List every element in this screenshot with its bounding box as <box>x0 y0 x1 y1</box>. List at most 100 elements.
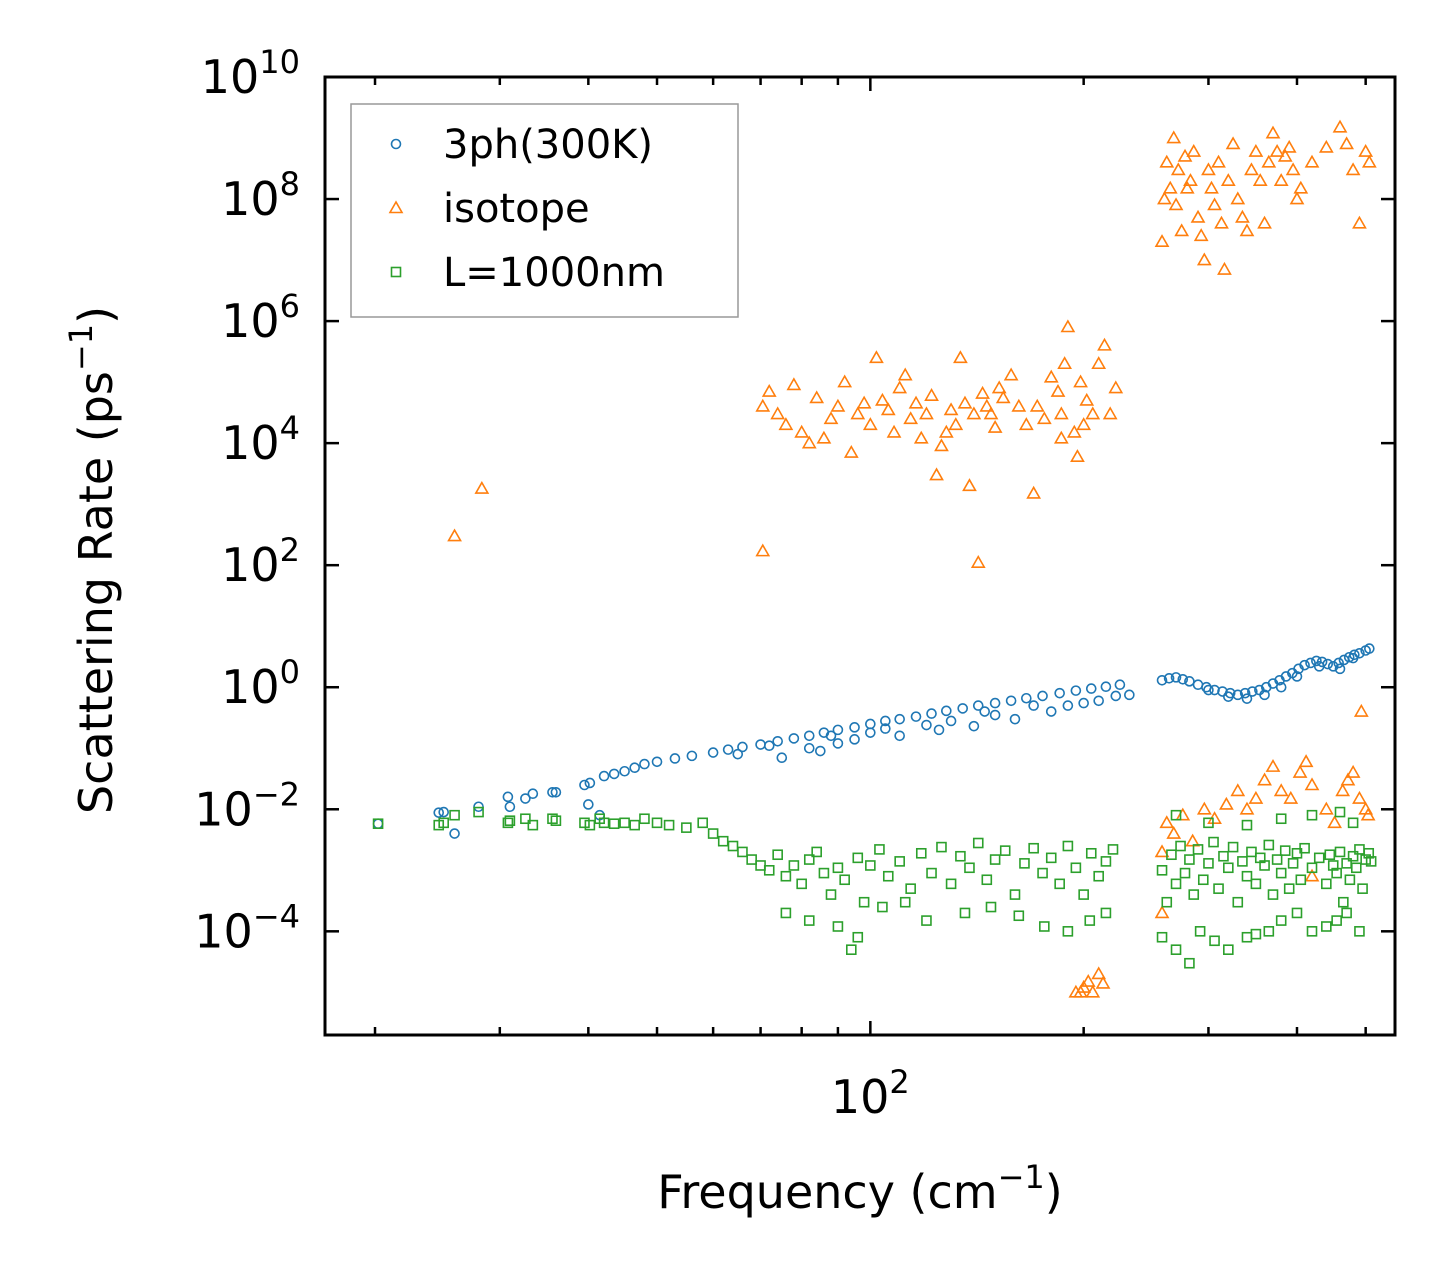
y-axis-title-sup: −1 <box>62 324 100 371</box>
data-point <box>1267 889 1279 900</box>
data-point <box>915 847 927 859</box>
data-point <box>1333 657 1344 669</box>
data-point <box>1161 896 1173 908</box>
data-point <box>707 747 719 758</box>
y-tick-label: 106 <box>221 287 300 348</box>
data-point <box>811 846 822 858</box>
data-point <box>1108 380 1124 394</box>
data-point <box>1211 154 1226 168</box>
data-point <box>1091 966 1107 980</box>
legend-entry: L=1000nm <box>390 250 665 296</box>
data-point <box>1361 154 1377 168</box>
data-point <box>1223 944 1234 955</box>
data-point <box>886 424 902 438</box>
data-point <box>832 862 844 874</box>
data-point <box>934 438 949 452</box>
y-tick-label-base: 10 <box>221 294 280 348</box>
data-point <box>1018 417 1034 431</box>
data-point <box>1091 356 1107 370</box>
data-point <box>865 860 876 871</box>
data-point <box>438 817 449 829</box>
data-point <box>639 758 650 770</box>
data-point <box>1062 700 1074 711</box>
data-point <box>608 768 620 780</box>
data-point <box>584 777 596 789</box>
data-point <box>910 711 922 722</box>
data-point <box>579 779 590 791</box>
data-point <box>1078 697 1089 709</box>
data-point <box>880 402 896 416</box>
data-point <box>1295 874 1307 886</box>
data-point <box>1257 772 1272 786</box>
y-axis-title-text: Scattering Rate (ps <box>69 371 123 814</box>
y-tick-label-exp: 4 <box>280 409 300 447</box>
data-point <box>1343 651 1355 663</box>
data-point <box>1261 154 1277 168</box>
data-point <box>843 444 859 458</box>
data-point <box>1166 849 1177 861</box>
data-point <box>788 860 800 871</box>
data-point <box>852 852 864 864</box>
data-point <box>778 417 794 431</box>
data-point <box>1062 926 1074 937</box>
data-point <box>1204 180 1219 194</box>
data-point <box>1318 801 1334 815</box>
data-point <box>1060 319 1076 333</box>
data-point <box>1259 860 1270 871</box>
data-point <box>1273 173 1289 186</box>
x-tick-label: 102 <box>831 1063 910 1124</box>
data-point <box>1273 783 1289 797</box>
data-point <box>856 395 872 409</box>
data-point <box>894 713 905 725</box>
data-point <box>1357 883 1368 894</box>
data-point <box>447 528 462 542</box>
data-point <box>1281 139 1297 153</box>
data-point <box>882 870 894 882</box>
data-point <box>722 744 734 755</box>
data-point <box>550 815 562 826</box>
data-point <box>1107 844 1119 855</box>
y-tick-label-exp: 10 <box>259 43 300 81</box>
data-point <box>981 874 993 886</box>
data-point <box>707 828 719 839</box>
data-point <box>1208 836 1219 848</box>
data-point <box>598 770 610 782</box>
data-point <box>913 430 929 444</box>
legend-marker <box>390 266 402 278</box>
data-point <box>1192 844 1204 855</box>
data-point <box>1275 867 1287 879</box>
data-point <box>1184 676 1195 687</box>
data-point <box>1321 878 1332 890</box>
data-point <box>959 907 971 919</box>
data-point <box>770 406 786 420</box>
data-point <box>527 819 539 831</box>
data-point <box>1304 777 1320 791</box>
legend-label: isotope <box>443 186 590 232</box>
data-point <box>1062 840 1074 852</box>
y-tick-label-base: 10 <box>221 538 280 592</box>
data-point <box>1263 926 1275 937</box>
data-point <box>755 543 771 557</box>
data-point <box>929 467 944 481</box>
data-point <box>1196 252 1212 266</box>
data-point <box>1220 173 1236 186</box>
data-point <box>1338 896 1349 908</box>
data-point <box>473 801 484 813</box>
data-point <box>1213 883 1224 894</box>
data-point <box>1298 754 1314 768</box>
data-point <box>449 828 460 839</box>
data-point <box>803 854 815 865</box>
data-point <box>619 817 630 829</box>
data-point <box>1347 817 1359 829</box>
data-point <box>943 402 959 416</box>
y-tick-label: 108 <box>221 165 300 226</box>
data-point <box>1347 652 1359 664</box>
data-point <box>1235 209 1250 223</box>
data-point <box>1227 841 1239 853</box>
data-point <box>1306 809 1318 821</box>
data-point <box>1021 692 1032 704</box>
data-point <box>763 865 775 876</box>
data-point <box>1358 143 1374 157</box>
data-point <box>1335 783 1351 797</box>
data-point <box>1157 191 1172 205</box>
